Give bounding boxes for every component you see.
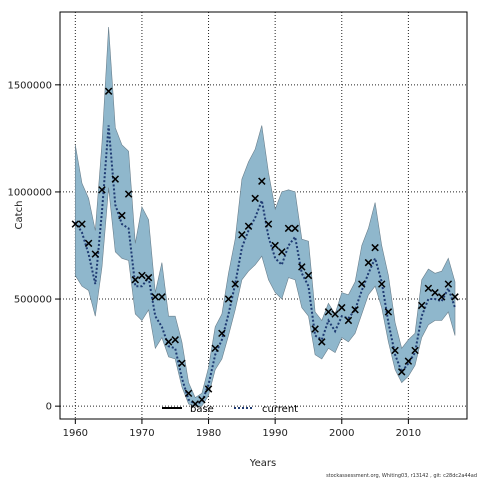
observed-point xyxy=(71,220,80,228)
observed-point xyxy=(311,325,319,333)
observed-point xyxy=(391,346,399,355)
observed-point xyxy=(404,357,413,365)
observed-point xyxy=(278,248,286,256)
observed-point xyxy=(417,301,426,310)
observed-point xyxy=(224,295,233,303)
observed-point xyxy=(131,276,140,284)
observed-point xyxy=(151,293,159,301)
observed-point xyxy=(144,273,153,282)
y-tick-label: 0 xyxy=(46,402,52,413)
observed-markers xyxy=(71,87,459,408)
legend-base-label: base xyxy=(190,404,214,415)
observed-point xyxy=(104,87,113,95)
observed-point xyxy=(351,306,359,314)
y-tick-label: 500000 xyxy=(14,295,52,306)
observed-point xyxy=(184,389,193,398)
observed-point xyxy=(271,241,279,250)
observed-point xyxy=(411,346,419,355)
observed-point xyxy=(118,211,126,220)
observed-point xyxy=(431,288,439,297)
observed-point xyxy=(171,336,179,344)
observed-point xyxy=(364,258,373,267)
observed-point xyxy=(84,239,93,248)
observed-point xyxy=(98,186,106,194)
observed-point xyxy=(397,368,406,376)
observed-point xyxy=(231,280,239,288)
observed-point xyxy=(251,194,259,203)
observed-point xyxy=(238,231,246,239)
observed-point xyxy=(158,293,166,301)
observed-point xyxy=(258,177,266,185)
x-axis-title: Years xyxy=(249,458,276,469)
observed-point xyxy=(318,338,326,346)
observed-point xyxy=(198,395,206,404)
observed-point xyxy=(358,280,366,288)
observed-point xyxy=(371,243,379,252)
observed-point xyxy=(378,280,386,288)
observed-point xyxy=(164,338,173,346)
x-tick-label: 1990 xyxy=(262,428,287,439)
observed-point xyxy=(244,222,253,230)
y-tick-label: 1500000 xyxy=(7,80,52,91)
observed-point xyxy=(78,220,86,228)
observed-point xyxy=(178,359,186,368)
observed-point xyxy=(338,303,346,312)
plot-frame xyxy=(59,11,468,420)
observed-point xyxy=(264,220,273,228)
observed-point xyxy=(344,316,353,325)
observed-point xyxy=(424,284,433,293)
x-tick-label: 1980 xyxy=(196,428,221,439)
observed-point xyxy=(124,190,133,198)
y-axis: 0 500000 1000000 1500000 xyxy=(7,80,60,413)
observed-point xyxy=(284,224,293,233)
observed-point xyxy=(384,308,393,316)
observed-point xyxy=(138,271,146,280)
observed-point xyxy=(304,271,313,280)
x-tick-label: 1970 xyxy=(129,428,154,439)
x-tick-label: 2000 xyxy=(329,428,354,439)
observed-point xyxy=(211,344,219,353)
x-axis: 1960 1970 1980 1990 2000 2010 xyxy=(63,419,421,439)
observed-point xyxy=(204,385,213,393)
observed-point xyxy=(451,293,459,301)
observed-point xyxy=(111,175,120,183)
footer-note: stockassessment.org, Whiting03, r13142 ,… xyxy=(326,473,477,479)
y-tick-label: 1000000 xyxy=(7,187,52,198)
observed-point xyxy=(437,293,446,301)
observed-point xyxy=(298,263,306,271)
y-axis-title: Catch xyxy=(14,201,25,230)
observed-point xyxy=(218,329,226,338)
observed-point xyxy=(91,250,100,258)
observed-point xyxy=(324,308,333,316)
legend: base current xyxy=(162,404,298,415)
observed-point xyxy=(291,224,299,233)
confidence-band xyxy=(75,26,456,407)
x-tick-label: 1960 xyxy=(63,428,88,439)
observed-point xyxy=(444,280,453,288)
legend-current-label: current xyxy=(262,404,298,415)
observed-point xyxy=(191,400,199,408)
x-tick-label: 2010 xyxy=(396,428,421,439)
current-series-line xyxy=(74,125,456,406)
observed-point xyxy=(331,310,339,318)
